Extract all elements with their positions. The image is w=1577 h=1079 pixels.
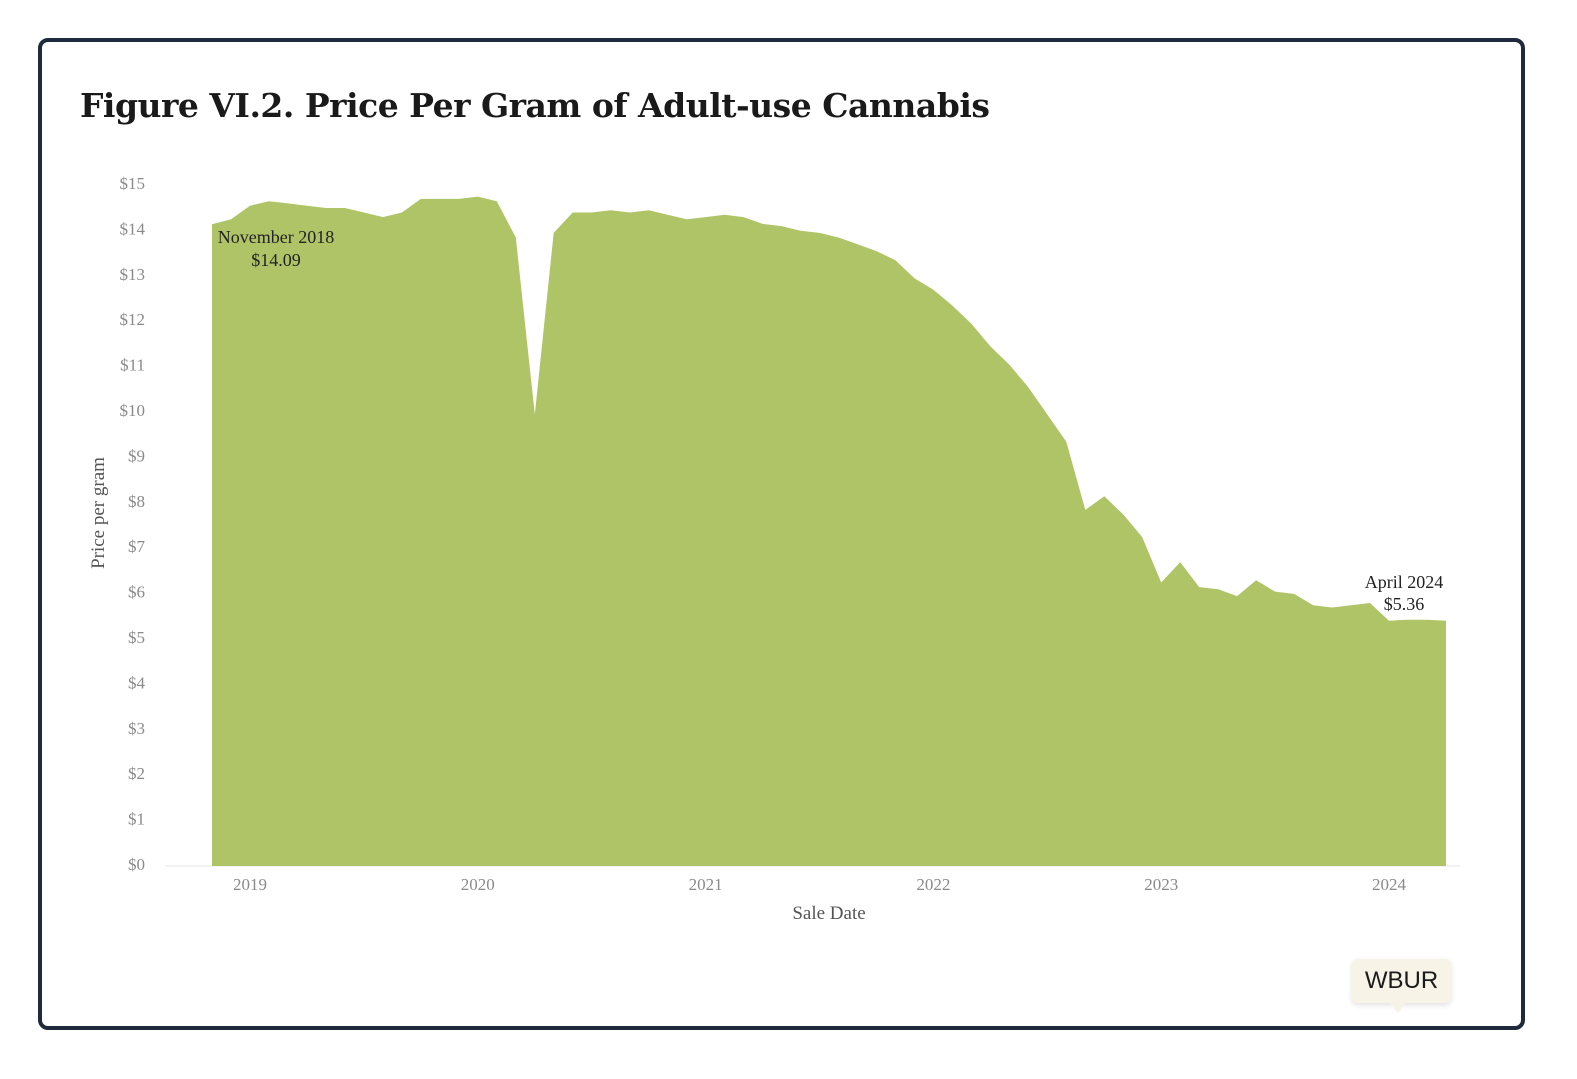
x-tick-label: 2019 xyxy=(233,875,267,894)
y-tick-label: $11 xyxy=(120,356,145,375)
x-tick-label: 2021 xyxy=(689,875,723,894)
y-tick-label: $14 xyxy=(120,219,146,238)
y-tick-label: $9 xyxy=(128,446,145,465)
y-tick-label: $3 xyxy=(128,719,145,738)
y-tick-label: $6 xyxy=(128,583,145,602)
annotation-end-date: April 2024 xyxy=(1365,572,1444,592)
y-tick-label: $5 xyxy=(128,628,145,647)
y-tick-label: $0 xyxy=(128,855,145,874)
wbur-badge: WBUR xyxy=(1352,959,1451,1003)
x-tick-label: 2023 xyxy=(1144,875,1178,894)
annotation-end-price: $5.36 xyxy=(1384,594,1425,614)
y-tick-label: $13 xyxy=(120,265,146,284)
y-tick-label: $10 xyxy=(120,401,146,420)
y-tick-label: $12 xyxy=(120,310,146,329)
annotation-start-date: November 2018 xyxy=(218,227,334,247)
x-tick-label: 2024 xyxy=(1372,875,1407,894)
chart-title: Figure VI.2. Price Per Gram of Adult-use… xyxy=(80,86,990,125)
annotation-start-price: $14.09 xyxy=(251,250,301,270)
price-area xyxy=(212,196,1446,867)
y-tick-label: $15 xyxy=(120,174,146,193)
y-tick-label: $4 xyxy=(128,673,146,692)
x-tick-label: 2020 xyxy=(461,875,495,894)
y-tick-label: $2 xyxy=(128,764,145,783)
x-tick-label: 2022 xyxy=(916,875,950,894)
y-tick-label: $1 xyxy=(128,810,145,829)
y-tick-label: $8 xyxy=(128,492,145,511)
y-axis-title: Price per gram xyxy=(88,457,109,569)
y-tick-label: $7 xyxy=(128,537,146,556)
x-axis-title: Sale Date xyxy=(792,903,865,924)
badge-pointer xyxy=(1390,1003,1406,1013)
